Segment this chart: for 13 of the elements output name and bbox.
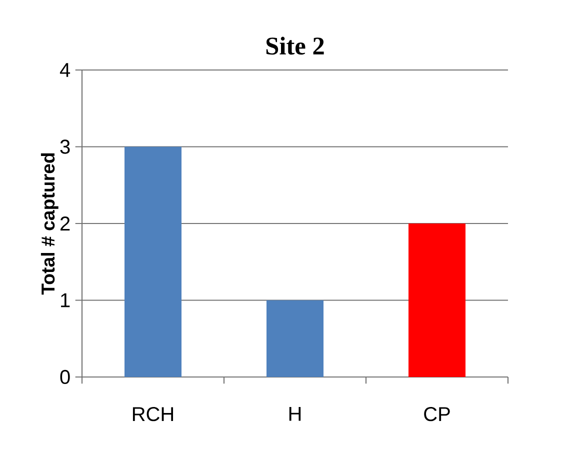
bar [124,146,182,377]
y-axis-title: Total # captured [40,153,58,295]
x-tick-label: H [289,407,301,421]
y-tick-label: 2 [60,216,70,230]
bar [266,300,324,377]
y-tick-label: 1 [61,293,70,308]
bar [408,223,466,377]
y-tick-label: 4 [60,63,70,77]
y-tick-label: 3 [60,140,70,154]
chart-title: Site 2 [266,36,324,55]
x-tick-label: RCH [132,407,174,422]
y-tick-label: 0 [60,370,70,384]
x-tick-label: CP [424,407,450,422]
